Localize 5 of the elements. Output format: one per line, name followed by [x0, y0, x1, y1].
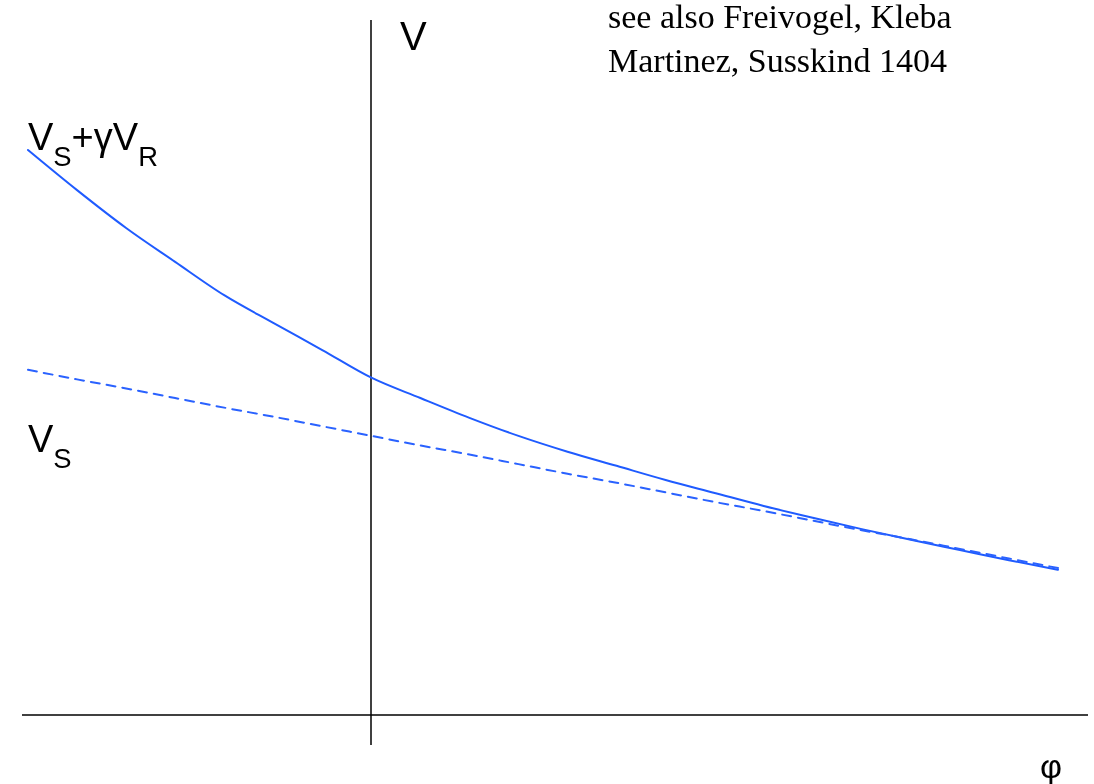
- text: see also Freivogel, Kleba: [608, 0, 952, 35]
- text: Martinez, Susskind 1404: [608, 42, 948, 79]
- series-label: V$_{S}$: [28, 418, 72, 474]
- y-axis-title: V: [400, 14, 427, 58]
- series-label: V$_{S}$+γV$_{R}$: [28, 116, 158, 172]
